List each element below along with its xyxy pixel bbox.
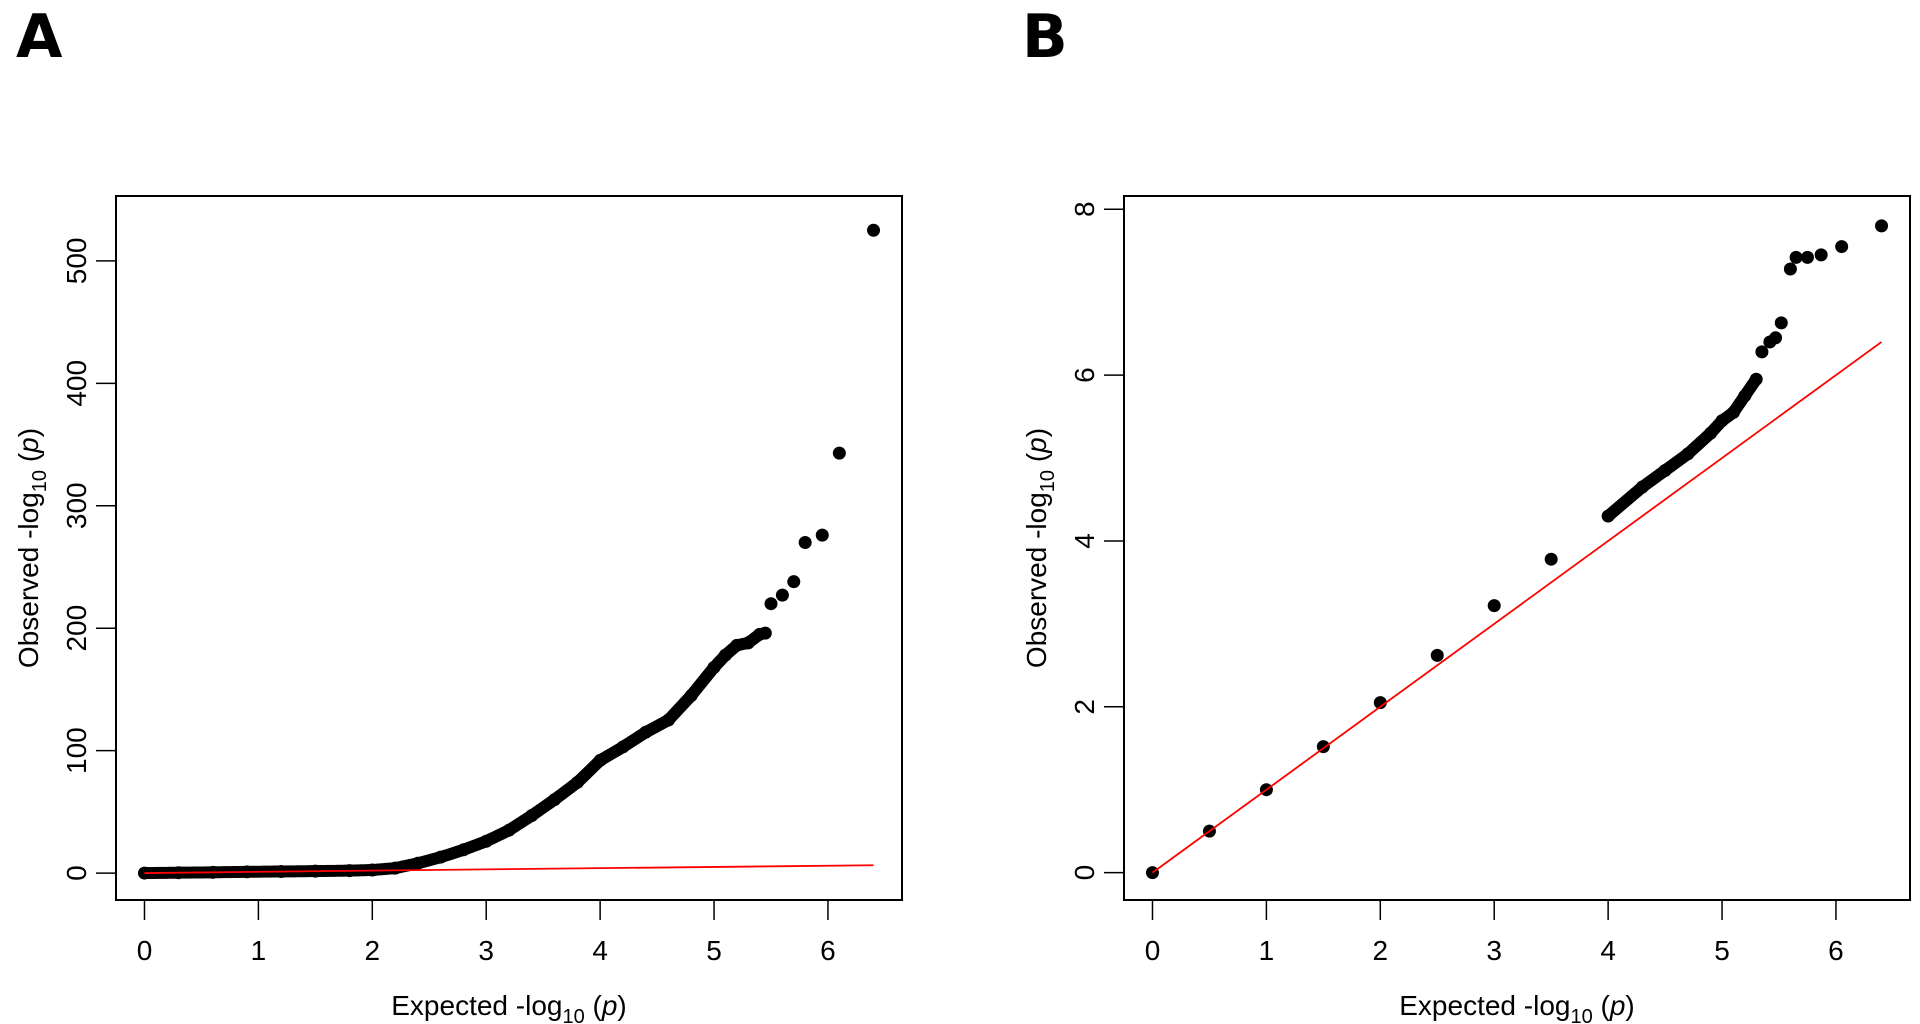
observed-point [1755, 345, 1769, 359]
observed-point [1769, 331, 1783, 345]
x-tick-label: 6 [820, 935, 836, 966]
y-tick-label: 200 [61, 605, 92, 652]
observed-point [1544, 552, 1558, 566]
observed-point [707, 660, 721, 674]
panel-b: 0 1 2 3 4 5 6 0 2 4 6 8 Expected -log10 (p) Observed … [1021, 195, 1911, 1024]
x-tick-label: 6 [1828, 935, 1844, 966]
x-tick-label: 4 [592, 935, 608, 966]
y-tick-label: 4 [1069, 533, 1100, 549]
observed-point [798, 535, 812, 549]
observed-point [1658, 463, 1672, 477]
observed-point [593, 753, 607, 767]
observed-point [570, 775, 584, 789]
observed-point [1774, 316, 1788, 330]
observed-point [1487, 599, 1501, 613]
observed-point [1789, 250, 1803, 264]
observed-point [479, 834, 493, 848]
y-axis-title: Observed -log10 (p) [1021, 428, 1059, 668]
observed-point [1430, 648, 1444, 662]
observed-point [456, 843, 470, 857]
observed-point [502, 823, 516, 837]
y-tick-label: 500 [61, 238, 92, 285]
reference-line [1151, 341, 1883, 874]
x-tick-label: 3 [1486, 935, 1502, 966]
panel-a: 0 1 2 3 4 5 6 0 100 200 300 400 500 Expected -log10 (… [13, 195, 903, 1024]
observed-point [388, 861, 402, 875]
observed-point [684, 689, 698, 703]
y-tick-label: 0 [1069, 865, 1100, 881]
observed-point [730, 638, 744, 652]
y-tick-label: 2 [1069, 699, 1100, 715]
x-tick-label: 2 [1373, 935, 1389, 966]
x-tick-label: 0 [137, 935, 153, 966]
x-tick-label: 4 [1600, 935, 1616, 966]
observed-point [1749, 372, 1763, 386]
observed-point [815, 528, 829, 542]
observed-point [1373, 696, 1387, 710]
observed-point [639, 725, 653, 739]
observed-point [775, 588, 789, 602]
y-axis-title: Observed -log10 (p) [13, 428, 51, 668]
panel-label-a: A [16, 2, 63, 72]
observed-point [1783, 262, 1797, 276]
observed-point [661, 713, 675, 727]
observed-point [1738, 389, 1752, 403]
observed-point [1726, 405, 1740, 419]
x-tick-label: 3 [478, 935, 494, 966]
y-tick-label: 300 [61, 482, 92, 529]
observed-point [616, 740, 630, 754]
x-tick-label: 1 [1259, 935, 1275, 966]
observed-point [1800, 250, 1814, 264]
observed-point [411, 856, 425, 870]
observed-point [758, 626, 772, 640]
observed-point [1601, 509, 1615, 523]
observed-points [1145, 219, 1889, 880]
x-tick-label: 5 [1714, 935, 1730, 966]
plot-frame [1123, 195, 1911, 901]
x-tick-label: 2 [365, 935, 381, 966]
observed-points [137, 223, 881, 880]
x-axis-title: Expected -log10 (p) [391, 990, 626, 1024]
observed-point [1635, 480, 1649, 494]
observed-point [1704, 426, 1718, 440]
observed-point [548, 793, 562, 807]
observed-point [718, 648, 732, 662]
y-tick-label: 8 [1069, 201, 1100, 217]
observed-point [434, 850, 448, 864]
observed-point [787, 575, 801, 589]
y-tick-label: 100 [61, 727, 92, 774]
panel-label-b: B [1022, 2, 1068, 72]
observed-point [764, 597, 778, 611]
plot-frame [115, 195, 903, 901]
x-axis-title: Expected -log10 (p) [1399, 990, 1634, 1024]
x-tick-label: 5 [706, 935, 722, 966]
y-tick-label: 6 [1069, 367, 1100, 383]
observed-point [867, 223, 881, 237]
observed-point [1715, 414, 1729, 428]
y-tick-label: 0 [61, 865, 92, 881]
observed-point [1835, 240, 1849, 254]
observed-point [741, 636, 755, 650]
reference-line [144, 864, 874, 874]
y-tick-label: 400 [61, 360, 92, 407]
observed-point [1875, 219, 1889, 233]
observed-point [1814, 248, 1828, 262]
observed-point [1681, 447, 1695, 461]
observed-point [525, 809, 539, 823]
observed-point [832, 446, 846, 460]
x-tick-label: 1 [251, 935, 267, 966]
x-tick-label: 0 [1145, 935, 1161, 966]
